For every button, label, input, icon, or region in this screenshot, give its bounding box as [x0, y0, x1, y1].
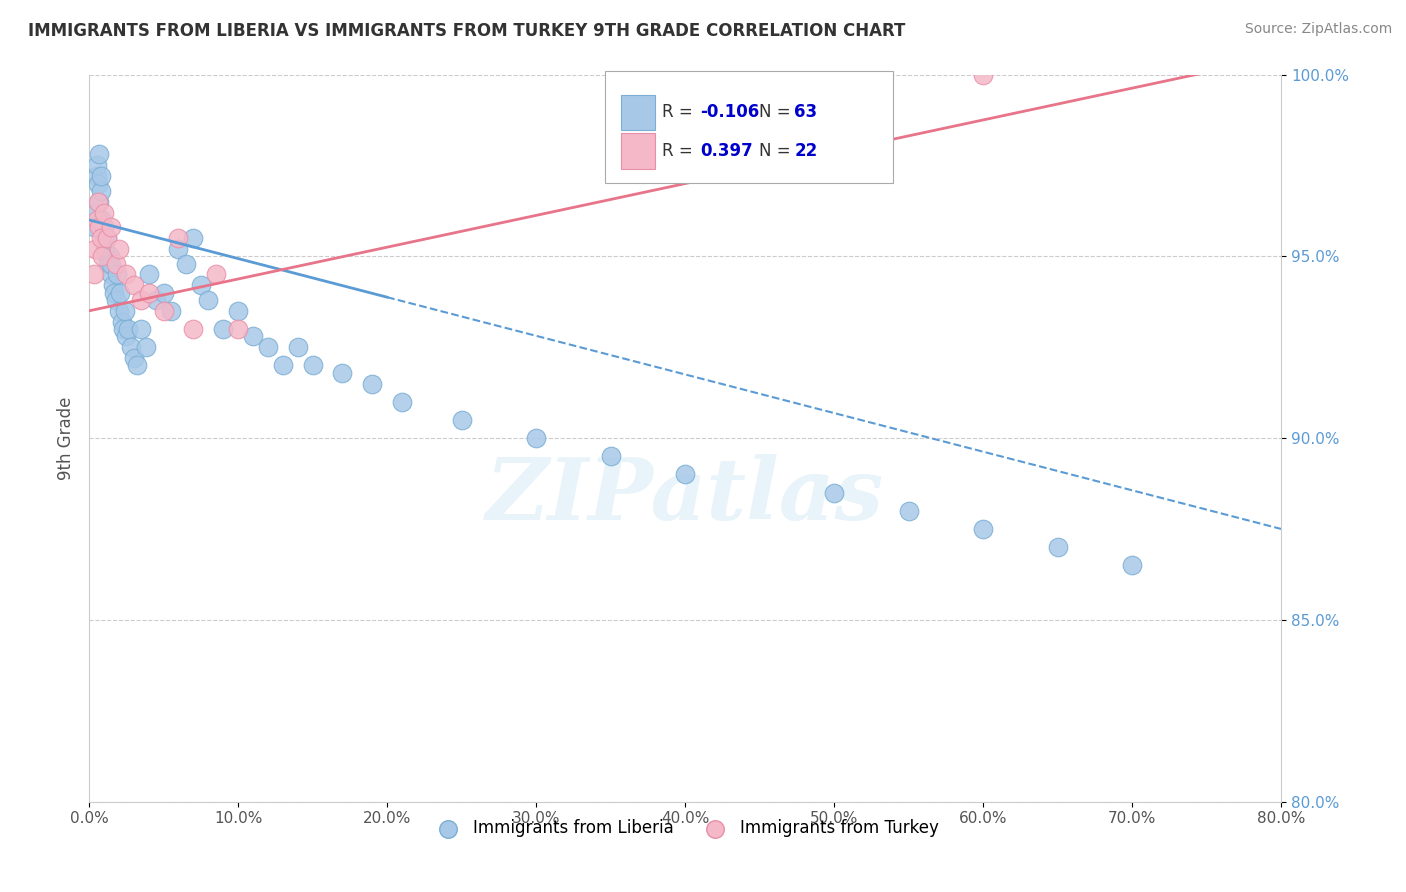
Text: R =: R =: [662, 142, 699, 160]
Point: [138, 285, 160, 300]
Point: [361, 376, 384, 391]
Point: [89, 194, 111, 209]
Point: [104, 293, 127, 307]
Point: [98, 249, 121, 263]
Point: [1046, 540, 1069, 554]
Point: [90, 231, 112, 245]
Point: [972, 522, 994, 536]
Point: [450, 413, 472, 427]
Point: [271, 359, 294, 373]
Point: [93, 231, 115, 245]
Point: [86, 169, 108, 184]
Point: [115, 268, 138, 282]
Point: [114, 303, 136, 318]
Point: [145, 293, 167, 307]
Point: [129, 293, 152, 307]
Point: [823, 485, 845, 500]
Legend: Immigrants from Liberia, Immigrants from Turkey: Immigrants from Liberia, Immigrants from…: [425, 813, 946, 844]
Point: [84, 205, 107, 219]
Point: [100, 268, 122, 282]
Point: [125, 359, 148, 373]
Point: [174, 256, 197, 270]
Point: [93, 220, 115, 235]
Point: [96, 231, 118, 245]
Point: [226, 322, 249, 336]
Point: [972, 68, 994, 82]
Point: [1121, 558, 1143, 573]
Point: [83, 268, 105, 282]
Point: [135, 340, 157, 354]
Point: [160, 303, 183, 318]
Text: Source: ZipAtlas.com: Source: ZipAtlas.com: [1244, 22, 1392, 37]
Point: [86, 158, 108, 172]
Text: -0.106: -0.106: [700, 103, 759, 121]
Text: N =: N =: [759, 103, 796, 121]
Point: [108, 303, 131, 318]
Point: [90, 169, 112, 184]
Point: [91, 213, 114, 227]
Point: [301, 359, 323, 373]
Point: [89, 220, 111, 235]
Point: [96, 249, 118, 263]
Point: [96, 231, 118, 245]
Text: R =: R =: [662, 103, 699, 121]
Point: [101, 278, 124, 293]
Point: [190, 278, 212, 293]
Point: [673, 467, 696, 482]
Point: [138, 268, 160, 282]
Point: [97, 256, 120, 270]
Point: [86, 213, 108, 227]
Point: [391, 394, 413, 409]
Text: 22: 22: [794, 142, 818, 160]
Point: [108, 242, 131, 256]
Point: [87, 177, 110, 191]
Point: [152, 285, 174, 300]
Point: [89, 147, 111, 161]
Point: [332, 366, 354, 380]
Point: [122, 351, 145, 365]
Point: [197, 293, 219, 307]
Point: [287, 340, 309, 354]
Point: [167, 231, 190, 245]
Text: N =: N =: [759, 142, 796, 160]
Point: [122, 278, 145, 293]
Text: ZIPatlas: ZIPatlas: [486, 454, 884, 538]
Point: [87, 194, 110, 209]
Point: [897, 504, 920, 518]
Point: [257, 340, 280, 354]
Point: [204, 268, 226, 282]
Point: [83, 220, 105, 235]
Point: [104, 256, 127, 270]
Point: [183, 322, 205, 336]
Point: [129, 322, 152, 336]
Point: [226, 303, 249, 318]
Text: 63: 63: [794, 103, 817, 121]
Text: IMMIGRANTS FROM LIBERIA VS IMMIGRANTS FROM TURKEY 9TH GRADE CORRELATION CHART: IMMIGRANTS FROM LIBERIA VS IMMIGRANTS FR…: [28, 22, 905, 40]
Point: [91, 249, 114, 263]
Point: [167, 242, 190, 256]
Point: [111, 315, 134, 329]
Point: [152, 303, 174, 318]
Point: [110, 285, 132, 300]
Point: [93, 205, 115, 219]
Point: [242, 329, 264, 343]
Point: [599, 449, 621, 463]
Point: [183, 231, 205, 245]
Point: [94, 242, 117, 256]
Point: [115, 329, 138, 343]
Point: [105, 268, 128, 282]
Point: [100, 256, 122, 270]
Y-axis label: 9th Grade: 9th Grade: [58, 396, 75, 480]
Text: 0.397: 0.397: [700, 142, 754, 160]
Point: [120, 340, 142, 354]
Point: [100, 220, 122, 235]
Point: [103, 285, 125, 300]
Point: [524, 431, 547, 445]
Point: [212, 322, 235, 336]
Point: [84, 242, 107, 256]
Point: [112, 322, 135, 336]
Point: [90, 184, 112, 198]
Point: [117, 322, 139, 336]
